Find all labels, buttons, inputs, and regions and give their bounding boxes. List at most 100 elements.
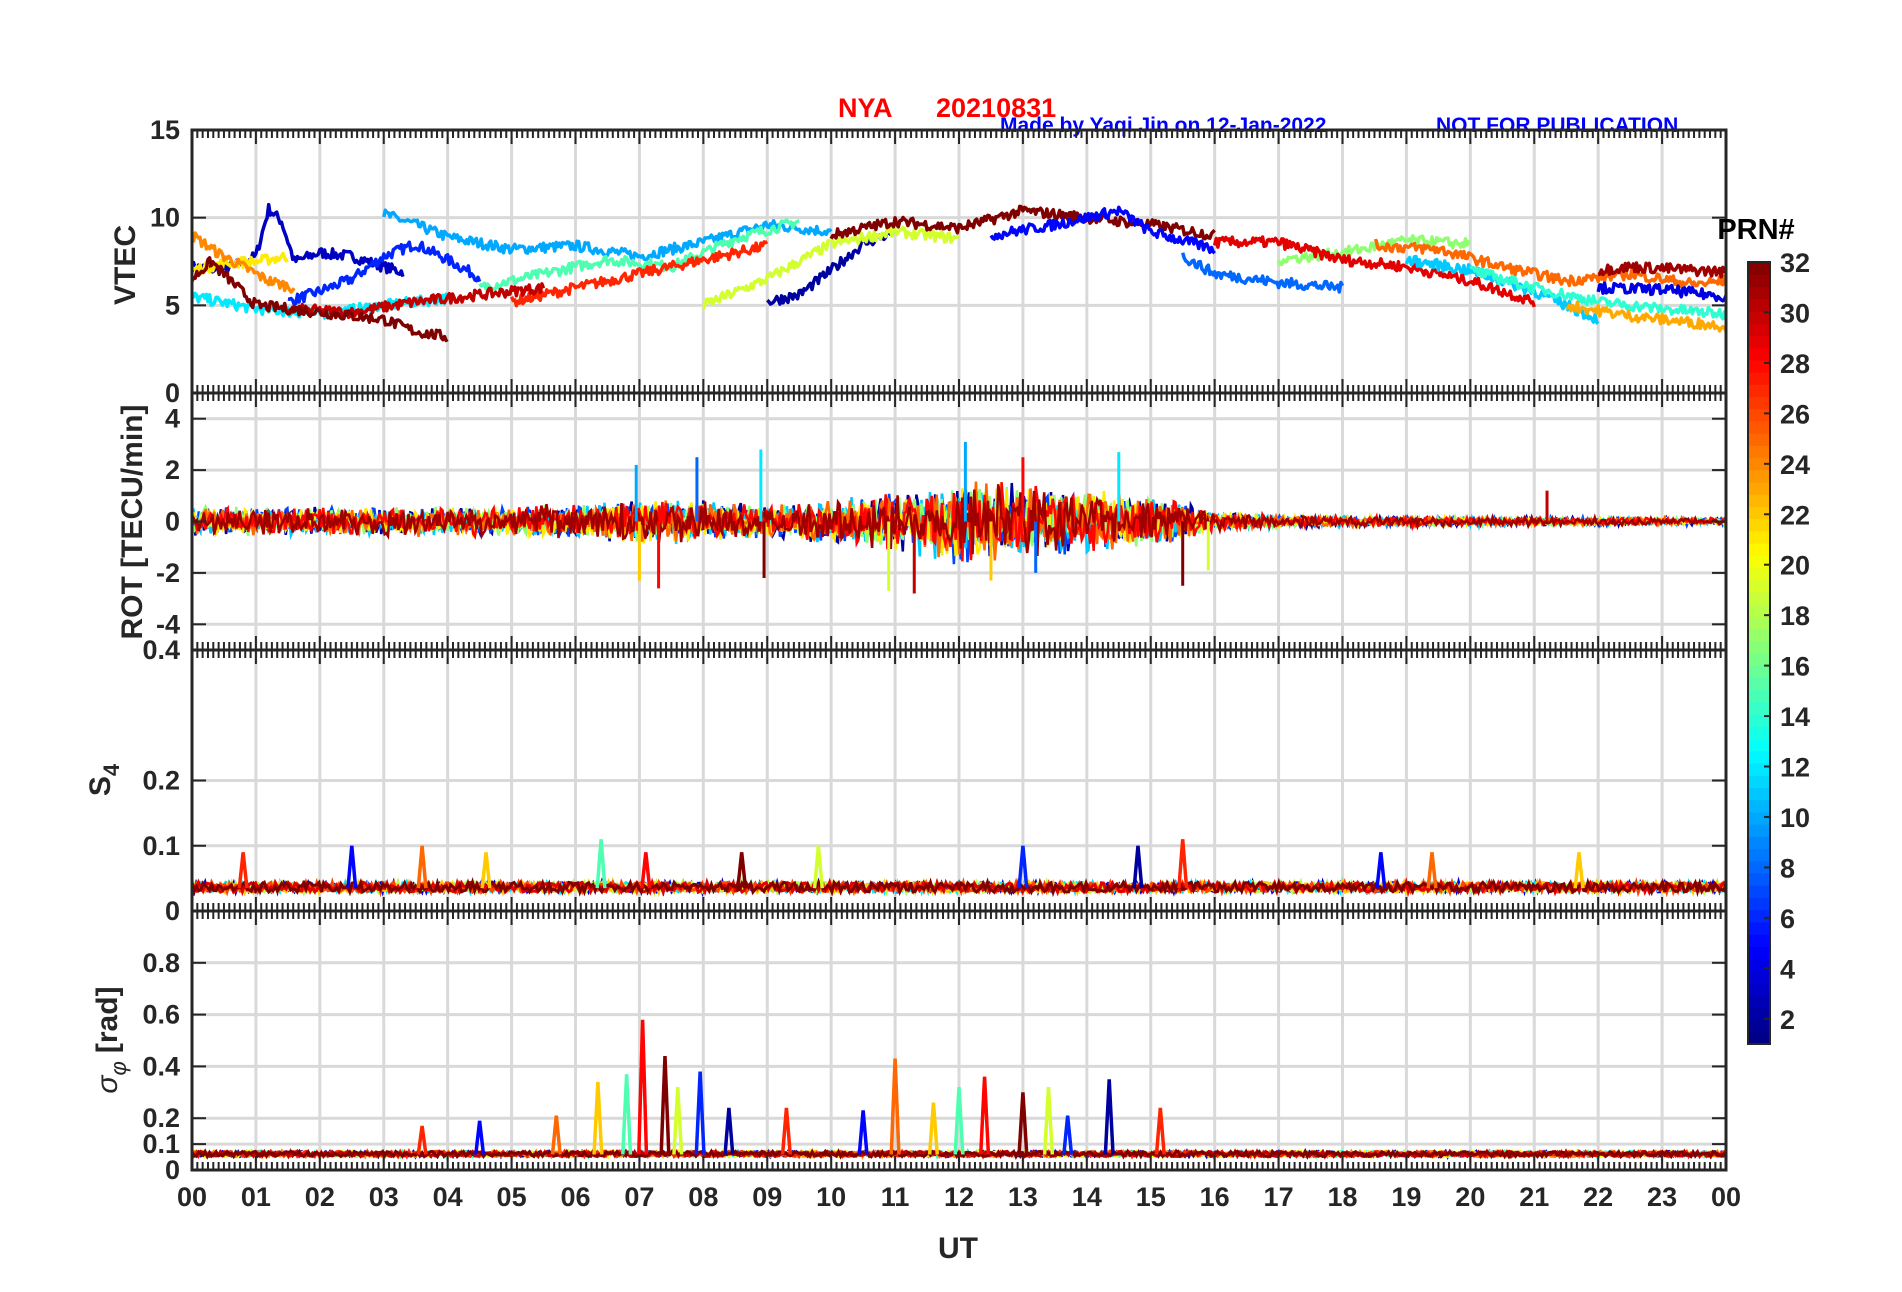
sigma-ytick-label: 0.2 (142, 1103, 180, 1133)
vtec-series-prn-4 (1596, 281, 1726, 303)
colorbar-tick-label: 20 (1780, 551, 1810, 581)
colorbar-segment (1748, 762, 1770, 776)
rot-ytick-label: -2 (156, 558, 180, 588)
colorbar-segment (1748, 946, 1770, 960)
colorbar-segment (1748, 836, 1770, 850)
colorbar-segment (1748, 543, 1770, 556)
colorbar-label: PRN# (1717, 214, 1794, 246)
vtec-series-prn-8 (1181, 252, 1345, 294)
sigma-peak (723, 1107, 735, 1155)
xtick-label: 02 (305, 1182, 335, 1212)
vtec-series-prn-17 (1276, 234, 1471, 267)
s4-ylabel-sub: 4 (99, 763, 124, 776)
colorbar-segment (1748, 274, 1770, 288)
colorbar-segment (1748, 640, 1770, 654)
s4-ylabel-main: S (84, 776, 117, 796)
colorbar-segment (1748, 286, 1770, 300)
colorbar-segment (1748, 616, 1770, 630)
colorbar-tick-label: 14 (1780, 702, 1810, 732)
rot-ytick-label: -4 (156, 609, 180, 639)
vtec-ytick-label: 15 (150, 115, 180, 145)
colorbar-tick-label: 18 (1780, 601, 1810, 631)
vtec-series-prn-32 (829, 204, 1216, 241)
colorbar-segment (1748, 359, 1770, 373)
vtec-series-prn-29 (1212, 235, 1536, 308)
sigma-peak (1103, 1079, 1115, 1155)
vtec-series-prn-15 (478, 218, 800, 293)
s4-ytick-label: 0.1 (142, 831, 180, 861)
colorbar-segment (1748, 726, 1770, 740)
colorbar-segment (1748, 1007, 1770, 1021)
colorbar-segment (1748, 371, 1770, 385)
colorbar-segment (1748, 811, 1770, 825)
sigma-peak (637, 1019, 649, 1155)
colorbar-segment (1748, 995, 1770, 1008)
vtec-series-prn-5 (989, 205, 1216, 255)
colorbar-segment (1748, 689, 1770, 703)
colorbar-segment (1748, 396, 1770, 410)
vtec-series-prn-10 (382, 208, 833, 262)
xtick-label: 19 (1391, 1182, 1421, 1212)
sigma-peak (474, 1120, 486, 1155)
vtec-series-prn-30 (286, 282, 546, 320)
colorbar-segment (1748, 323, 1770, 336)
xtick-label: 09 (752, 1182, 782, 1212)
vtec-series-group (192, 202, 1726, 343)
s4-panel: 0 0.1 0.2 0.4 (142, 635, 1728, 926)
sigma-ytick-label: 0.1 (142, 1129, 180, 1159)
sigma-ytick-label: 0.6 (142, 1000, 180, 1030)
vtec-ytick-label: 0 (165, 378, 180, 408)
xtick-label: 13 (1008, 1182, 1038, 1212)
colorbar-segment (1748, 775, 1770, 789)
colorbar-segment (1748, 433, 1770, 446)
colorbar-segment (1748, 457, 1770, 471)
s4-series-group (192, 839, 1726, 898)
colorbar-segment (1748, 970, 1770, 984)
colorbar-segment (1748, 653, 1770, 666)
xtick-label: 10 (816, 1182, 846, 1212)
colorbar-segment (1748, 860, 1770, 874)
colorbar-segment (1748, 921, 1770, 935)
xtick-label: 04 (433, 1182, 463, 1212)
s4-peak (1573, 852, 1585, 889)
colorbar-tick-label: 10 (1780, 803, 1810, 833)
sigma-peak (780, 1107, 793, 1155)
xtick-label: 23 (1647, 1182, 1677, 1212)
vtec-series-prn-14 (1469, 265, 1726, 321)
xtick-label: 00 (1711, 1182, 1741, 1212)
colorbar-segment (1748, 848, 1770, 862)
sigma-peak (621, 1074, 633, 1155)
colorbar-segment (1748, 677, 1770, 691)
vtec-series-prn-24 (192, 231, 296, 294)
xtick-label: 03 (369, 1182, 399, 1212)
xtick-label: 00 (177, 1182, 207, 1212)
sigma-peak (978, 1076, 991, 1155)
colorbar-segment (1748, 934, 1770, 947)
colorbar-segment (1748, 738, 1770, 752)
vtec-series-prn-25 (1373, 238, 1726, 289)
xtick-label: 11 (881, 1182, 910, 1212)
s4-peak (1132, 845, 1144, 889)
xtick-label: 20 (1455, 1182, 1485, 1212)
sigma-peak (953, 1087, 965, 1155)
sigma-peak (694, 1071, 706, 1155)
colorbar-segment (1748, 628, 1770, 642)
colorbar-segment (1748, 420, 1770, 434)
sigma-peak (1154, 1107, 1166, 1155)
title-station: NYA (838, 93, 893, 123)
sigma-peak (592, 1081, 604, 1155)
sigma-ylabel-main: σ (91, 1074, 124, 1094)
colorbar-box (1747, 261, 1771, 1045)
sigma-series-prn-32 (192, 1147, 1726, 1160)
sigma-peak (889, 1058, 901, 1155)
colorbar-segment (1748, 750, 1770, 764)
xtick-label: 21 (1519, 1182, 1549, 1212)
colorbar-segment (1748, 909, 1770, 923)
colorbar-tick-label: 6 (1780, 904, 1795, 934)
colorbar-segment (1748, 469, 1770, 483)
s4-ylabel: S4 (84, 763, 124, 796)
s4-peak (1426, 852, 1438, 889)
s4-peak (416, 845, 428, 889)
xtick-label: 18 (1327, 1182, 1357, 1212)
vtec-series-prn-32 (192, 256, 449, 343)
